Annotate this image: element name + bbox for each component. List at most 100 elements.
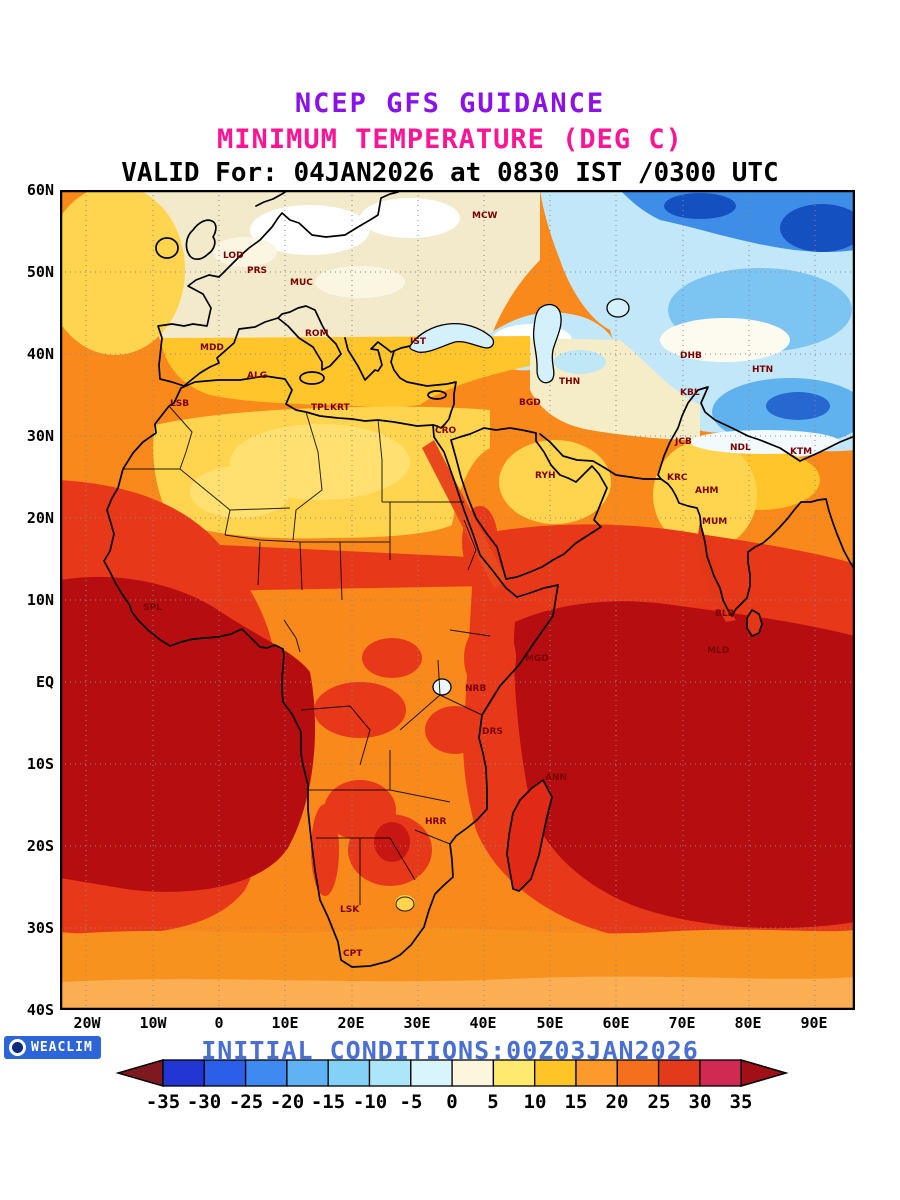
station-label: LSK [340,905,360,915]
lat-axis-label: EQ [35,673,54,691]
colorbar-tick: -25 [229,1091,263,1113]
lon-axis-label: 10E [271,1014,299,1032]
colorbar-segment [410,1059,453,1087]
station-label: PRS [247,266,268,276]
station-label: DRS [482,727,503,737]
station-label: CRO [435,426,457,436]
colorbar-tick: 5 [487,1091,498,1113]
lon-axis-label: 90E [800,1014,828,1032]
colorbar-segment [327,1059,371,1087]
temperature-map [60,190,855,1010]
lat-axis-label: 30S [26,919,54,937]
lon-axis-label: 50E [536,1014,564,1032]
scandinavia-coastline [255,190,289,207]
station-label: TPL [311,403,330,413]
station-label: NDL [730,443,751,453]
colorbar-segment [286,1059,329,1087]
colorbar-segment [451,1059,495,1087]
colorbar-segment [203,1059,247,1087]
colorbar-right-arrow [740,1059,789,1087]
station-label: KRC [667,473,688,483]
colorbar-segment [162,1059,205,1087]
station-label: RYH [535,471,556,481]
station-label: DHB [680,351,702,361]
inland-seas [409,298,630,696]
valid-time-label: VALID For: 04JAN2026 at 0830 IST /0300 U… [121,158,779,188]
map-panel: MCW LOD PRS MUC ROM IST MDD DHB HTN ALG … [60,190,855,1010]
station-label: CPT [343,949,363,959]
station-label: THN [559,377,581,387]
colorbar-tick: -10 [353,1091,387,1113]
lat-axis-label: 40N [26,345,54,363]
station-label: KBL [680,388,700,398]
temperature-colorbar: -35 -30 -25 -20 -15 -10 -5 0 5 10 15 20 … [115,1059,789,1113]
colorbar-tick: 0 [446,1091,457,1113]
colorbar-segment [616,1059,660,1087]
lon-axis-label: 70E [668,1014,696,1032]
lon-axis-label: 40E [469,1014,497,1032]
sicily-coastline [299,371,325,385]
station-label: NRB [465,684,487,694]
lon-axis-label: 30E [403,1014,431,1032]
station-label: KTM [790,447,813,457]
colorbar-tick: -5 [400,1091,423,1113]
iran-coastline [539,433,662,480]
lat-axis-label: 30N [26,427,54,445]
lon-axis-label: 60E [602,1014,630,1032]
grid-lines [60,190,855,1010]
greece-coastline [344,337,411,381]
lat-axis-label: 10S [26,755,54,773]
station-label: JCB [675,437,692,447]
weaclim-logo: WEACLIM [4,1036,101,1059]
colorbar-segment [657,1059,701,1087]
station-label: ALG [247,371,268,381]
colorbar-tick: -35 [146,1091,180,1113]
station-label: HTN [752,365,774,375]
station-label: KRT [330,403,350,413]
colorbar-tick: 30 [689,1091,712,1113]
madagascar-coastline [506,779,553,892]
colorbar-segment [534,1059,577,1087]
station-label: ROM [305,329,329,339]
colorbar-segment [492,1059,536,1087]
station-label: SPL [143,603,162,613]
lat-axis-label: 10N [26,591,54,609]
colorbar-tick: 20 [606,1091,629,1113]
lon-axis-label: 10W [139,1014,167,1032]
country-borders [123,405,491,912]
station-label: LSB [170,399,190,409]
station-label: MDD [200,343,224,353]
lat-axis-label: 60N [26,181,54,199]
station-label: MLD [707,646,730,656]
station-label: BGD [519,398,541,408]
colorbar-tick: 15 [565,1091,588,1113]
lat-axis-label: 20S [26,837,54,855]
sri-lanka-coastline [746,609,763,637]
iberia-france-coastline [157,191,399,387]
station-label: MCW [472,211,498,221]
lon-axis-label: 20W [73,1014,101,1032]
coastlines [103,190,855,968]
lon-axis-label: 80E [734,1014,762,1032]
station-label: BLR [715,609,735,619]
cyprus-coastline [427,390,447,400]
lat-axis-label: 40S [26,1001,54,1019]
station-label: MGD [525,654,549,664]
ireland-coastline [155,237,179,259]
station-label: MUM [702,517,728,527]
colorbar-tick: -30 [187,1091,221,1113]
colorbar-tick: 35 [730,1091,753,1113]
weaclim-logo-icon [9,1039,26,1056]
colorbar-segment [575,1059,618,1087]
colorbar-tick: -15 [311,1091,345,1113]
colorbar-segment [244,1059,288,1087]
arabia-coastline [450,427,608,580]
colorbar-left-arrow [115,1059,164,1087]
colorbar-segment [699,1059,742,1087]
page-title: NCEP GFS GUIDANCE [294,88,606,119]
station-label: LOD [223,251,244,261]
temperature-field [60,190,855,1010]
lon-axis-label: 0 [214,1014,224,1032]
india-coastline [657,386,855,617]
